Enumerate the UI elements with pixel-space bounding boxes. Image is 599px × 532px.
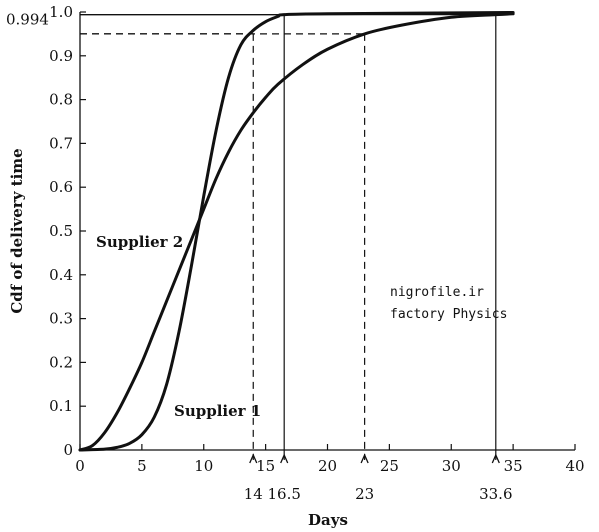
y-axis-title: Cdf of delivery time (8, 148, 26, 313)
y-tick-label: 0.1 (49, 397, 73, 415)
special-labels: 14 16.5 23 33.6 0.994 (6, 11, 513, 503)
y-tick-label: 0.4 (49, 266, 73, 284)
x-tick-label: 40 (565, 457, 584, 475)
x-tick-label: 25 (380, 457, 399, 475)
y-tick-label: 0.8 (49, 91, 73, 109)
x-tick-label: 0 (75, 457, 85, 475)
x-tick-label: 5 (137, 457, 147, 475)
y-tick-label: 0.9 (49, 47, 73, 65)
special-y-label: 0.994 (6, 11, 49, 29)
series-line-supplier-1 (78, 10, 515, 452)
y-tick-label: 0.7 (49, 134, 73, 152)
y-tick-label: 0.5 (49, 222, 73, 240)
x-tick-label: 20 (318, 457, 337, 475)
x-tick-label: 30 (442, 457, 461, 475)
series-label-supplier-1: Supplier 1 (174, 402, 261, 420)
special-x-label: 33.6 (479, 485, 512, 503)
up-arrow-icon (280, 453, 289, 464)
series-curves (78, 10, 515, 452)
y-tick-label: 1.0 (49, 3, 73, 21)
x-ticks: 0 5 10 15 20 25 30 35 40 (75, 444, 585, 475)
y-ticks: 0 0.1 0.2 0.3 0.4 0.5 0.6 0.7 0.8 0.9 1.0 (49, 3, 86, 459)
special-x-label: 16.5 (267, 485, 300, 503)
x-tick-label: 15 (256, 457, 275, 475)
special-x-label: 14 (244, 485, 263, 503)
y-tick-label: 0.6 (49, 178, 73, 196)
annotation-watermark-site: nigrofile.ir (390, 285, 484, 300)
annotation-watermark-title: factory Physics (390, 307, 507, 322)
up-arrow-icon (249, 453, 258, 464)
y-tick-label: 0 (63, 441, 73, 459)
special-x-label: 23 (355, 485, 374, 503)
up-arrow-icon (360, 453, 369, 464)
axes (79, 12, 575, 451)
y-tick-label: 0.2 (49, 353, 73, 371)
series-label-supplier-2: Supplier 2 (96, 233, 183, 251)
up-arrow-icon (491, 453, 500, 464)
x-tick-label: 35 (504, 457, 523, 475)
y-tick-label: 0.3 (49, 310, 73, 328)
series-line-supplier-2 (78, 12, 515, 452)
x-tick-label: 10 (194, 457, 213, 475)
x-axis-title: Days (308, 511, 348, 529)
